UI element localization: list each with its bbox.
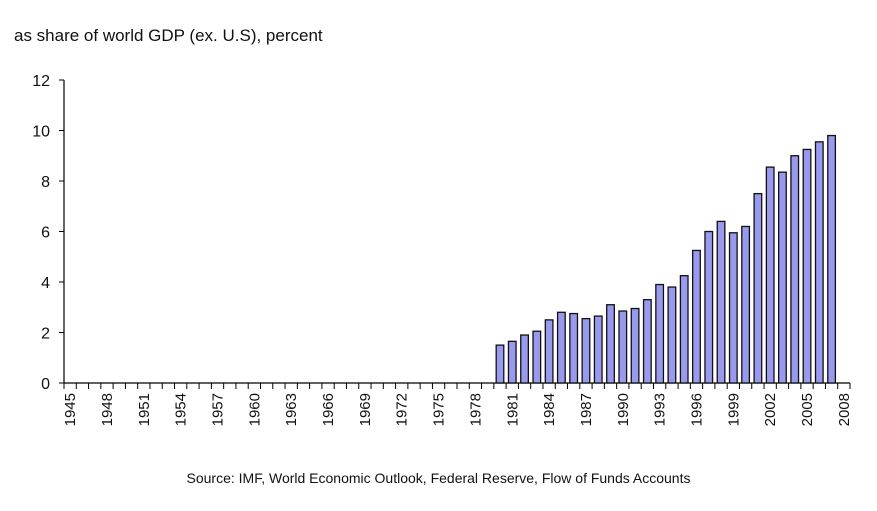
x-tick-label: 2002	[762, 393, 779, 426]
bar-1982	[520, 334, 530, 384]
bar-2003	[777, 171, 787, 384]
bar-1984	[544, 319, 554, 384]
x-tick-label: 1963	[283, 393, 300, 426]
bar-1988	[593, 315, 603, 384]
x-tick-label: 1996	[688, 393, 705, 426]
bar-2000	[741, 225, 751, 384]
bar-1995	[679, 275, 689, 384]
y-tick-label: 0	[41, 376, 50, 393]
x-tick-label: 1972	[394, 393, 411, 426]
bar-2002	[765, 166, 775, 384]
bar-1991	[630, 307, 640, 384]
x-tick-label: 1999	[725, 393, 742, 426]
x-tick-label: 1948	[99, 393, 116, 426]
bar-1990	[618, 310, 628, 384]
x-tick-label: 1975	[431, 393, 448, 426]
x-tick-label: 1987	[578, 393, 595, 426]
bar-1981	[507, 340, 517, 384]
bar-1996	[692, 249, 701, 384]
x-tick-label: 1978	[467, 393, 484, 426]
y-tick-label: 2	[41, 326, 50, 343]
source-note: Source: IMF, World Economic Outlook, Fed…	[186, 470, 691, 486]
bar-2006	[814, 141, 824, 384]
x-tick-label: 1984	[541, 393, 558, 426]
x-tick-label: 1960	[246, 393, 263, 426]
y-tick-label: 4	[41, 275, 50, 292]
x-tick-label: 1969	[357, 393, 374, 426]
bar-1986	[569, 312, 579, 384]
bar-2007	[827, 134, 837, 384]
bar-1999	[728, 232, 738, 384]
y-tick-label: 10	[32, 124, 50, 141]
y-tick-label: 6	[41, 225, 50, 242]
chart-title: as share of world GDP (ex. U.S), percent	[14, 26, 323, 45]
x-tick-label: 1951	[136, 393, 153, 426]
bar-1997	[704, 230, 714, 384]
x-tick-label: 2008	[836, 393, 853, 426]
bar-2004	[790, 155, 800, 384]
bar-1992	[642, 299, 652, 384]
bar-1993	[655, 283, 665, 384]
bar-1987	[581, 317, 591, 384]
x-tick-label: 1945	[62, 393, 79, 426]
bar-1980	[495, 344, 505, 384]
y-tick-label: 12	[32, 73, 50, 90]
bar-2005	[802, 148, 812, 384]
x-tick-label: 1993	[652, 393, 669, 426]
x-tick-label: 1966	[320, 393, 337, 426]
bar-1989	[606, 304, 615, 384]
bar-1998	[716, 220, 726, 384]
x-tick-label: 1957	[210, 393, 227, 426]
bar-2001	[753, 192, 763, 384]
y-tick-label: 8	[41, 174, 50, 191]
x-tick-label: 2005	[799, 393, 816, 426]
bar-1994	[667, 286, 677, 384]
x-tick-label: 1954	[173, 393, 190, 426]
bar-1983	[532, 330, 542, 384]
x-tick-label: 1981	[504, 393, 521, 426]
x-tick-label: 1990	[615, 393, 632, 426]
bar-1985	[556, 311, 566, 384]
